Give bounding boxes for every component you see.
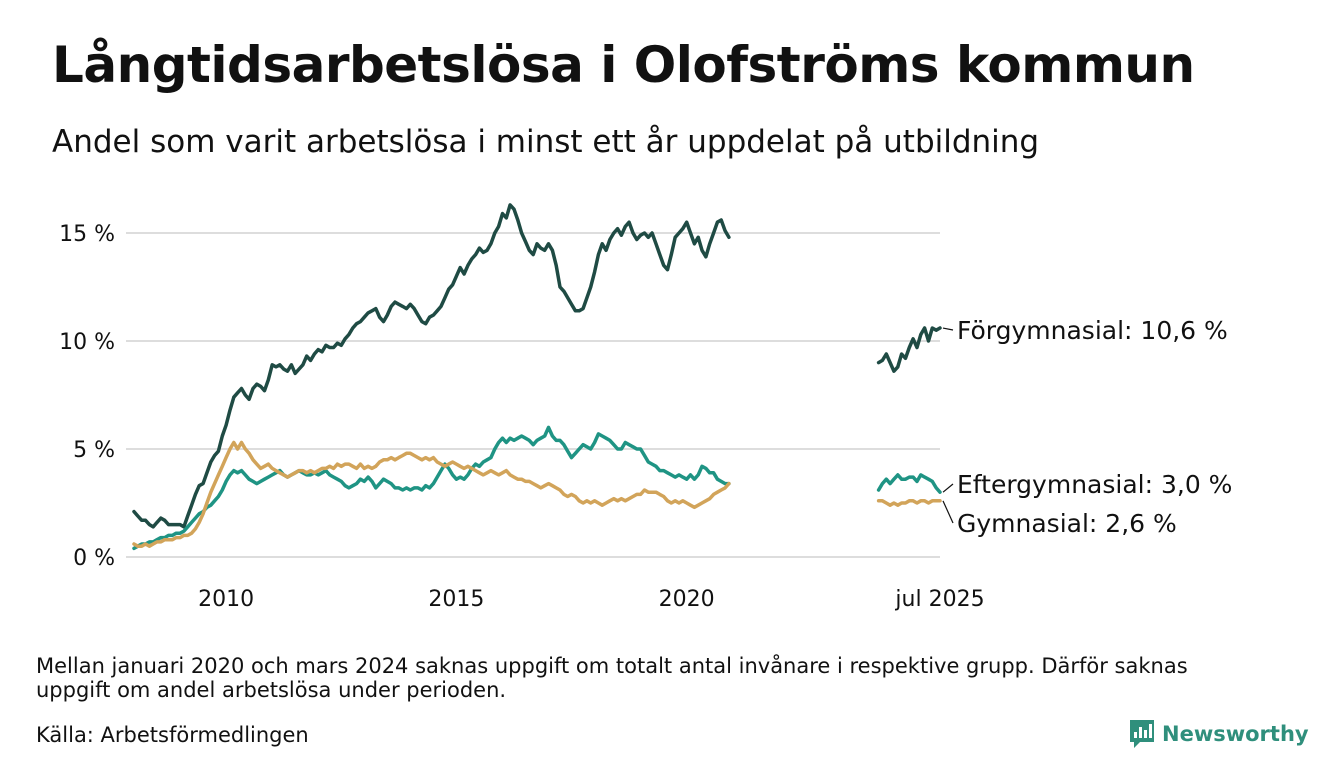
newsworthy-logo[interactable]: Newsworthy <box>1128 717 1309 751</box>
end-label-eftergymnasial: Eftergymnasial: 3,0 % <box>957 470 1232 499</box>
series-line-gymnasial <box>132 440 731 548</box>
leader-line <box>942 500 954 524</box>
source-credit: Källa: Arbetsförmedlingen <box>36 723 309 747</box>
x-tick-label: jul 2025 <box>894 587 984 612</box>
footnote: Mellan januari 2020 och mars 2024 saknas… <box>36 654 1188 702</box>
series-line-förgymnasial <box>132 203 731 529</box>
line-chart: 0 % 5 % 10 % 15 % 2010 2015 2020 jul 2025 Förgym… <box>59 203 1232 612</box>
x-tick-label: 2010 <box>198 587 254 612</box>
x-tick-label: 2015 <box>428 587 484 612</box>
chart-title: Långtidsarbetslösa i Olofströms kommun <box>52 36 1195 94</box>
chart-subtitle: Andel som varit arbetslösa i minst ett å… <box>52 124 1040 160</box>
y-tick-label: 5 % <box>73 438 115 463</box>
leader-line <box>942 483 954 493</box>
end-label-förgymnasial: Förgymnasial: 10,6 % <box>957 316 1228 345</box>
series-line-förgymnasial <box>876 326 942 373</box>
series-line-gymnasial <box>876 499 942 507</box>
brand-name: Newsworthy <box>1162 722 1309 746</box>
bar-chart-icon <box>1130 720 1154 748</box>
x-tick-label: 2020 <box>659 587 715 612</box>
series-line-eftergymnasial <box>132 425 731 551</box>
end-label-gymnasial: Gymnasial: 2,6 % <box>957 509 1177 538</box>
leader-line <box>942 327 954 331</box>
series-line-eftergymnasial <box>876 473 942 494</box>
y-tick-label: 0 % <box>73 546 115 571</box>
y-tick-label: 15 % <box>59 222 115 247</box>
y-tick-label: 10 % <box>59 330 115 355</box>
